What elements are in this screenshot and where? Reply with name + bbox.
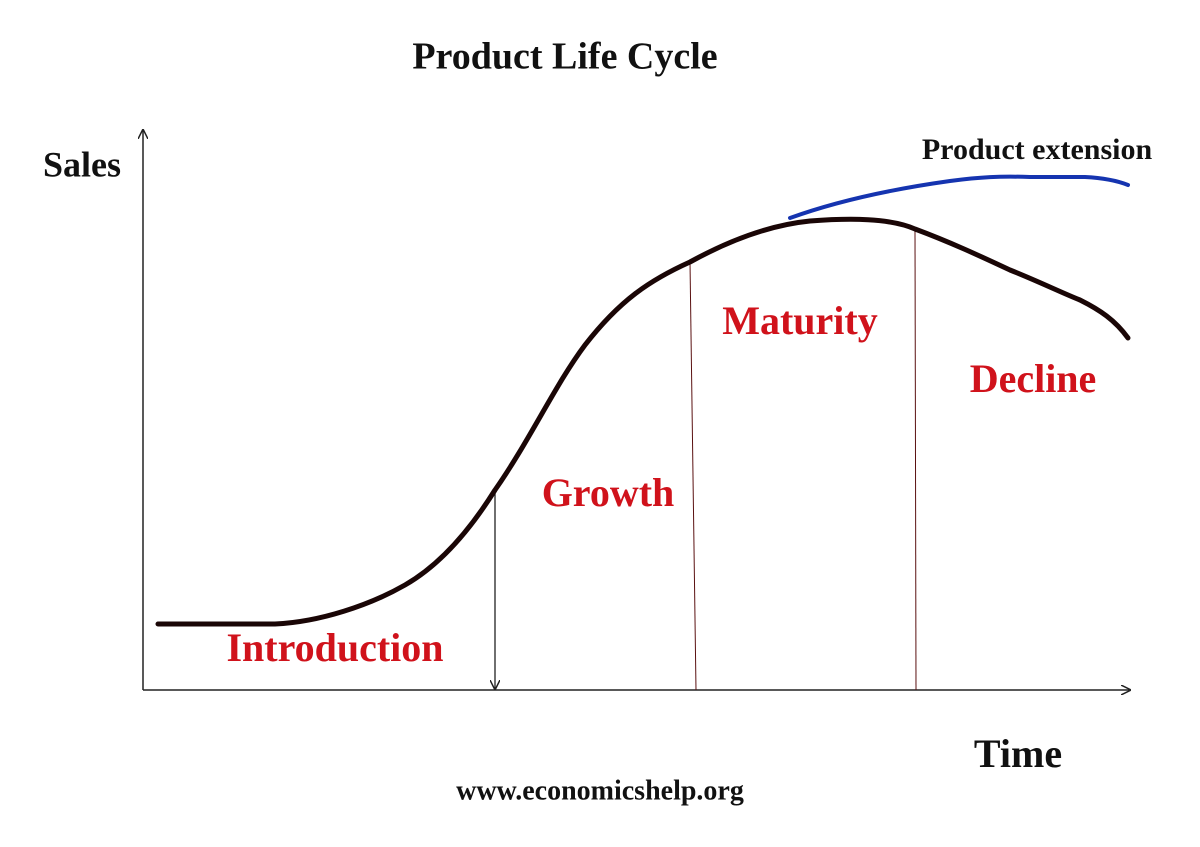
x-axis-label: Time (974, 731, 1062, 776)
stage-divider (914, 229, 917, 691)
extension-label: Product extension (922, 133, 1153, 166)
stage-divider (689, 261, 697, 691)
sales-curve (155, 216, 1131, 627)
footer: www.economicshelp.org (456, 775, 744, 806)
title: Product Life Cycle (412, 36, 717, 78)
stage-label: Growth (542, 470, 675, 515)
stage-label: Maturity (722, 298, 878, 343)
extension-curve (788, 174, 1130, 220)
y-axis-label: Sales (43, 144, 121, 184)
stage-label: Introduction (226, 625, 443, 670)
stage-label: Decline (970, 356, 1097, 401)
